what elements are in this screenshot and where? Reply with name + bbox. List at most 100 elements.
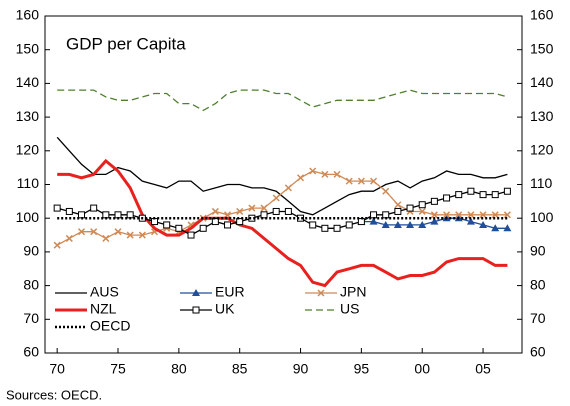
legend-label: JPN [340,284,366,300]
legend-label: US [340,301,359,317]
marker [491,224,500,232]
marker [236,218,244,226]
marker [455,211,463,219]
marker [138,231,146,239]
y-tick-label: 80 [23,276,39,292]
marker [503,224,512,232]
marker [321,224,329,232]
marker [187,231,195,239]
marker [260,204,268,212]
marker [479,191,487,199]
marker [317,289,325,297]
marker [272,207,280,215]
marker [211,218,219,226]
marker [151,218,159,226]
marker [102,211,110,219]
marker [126,211,134,219]
series-line [57,190,508,236]
marker [394,201,402,209]
marker [272,194,280,202]
series-line [56,136,508,216]
marker [284,184,292,192]
y2-tick-label: 60 [530,344,546,360]
series-line [57,158,508,288]
marker [406,204,414,212]
marker [53,241,61,249]
marker [224,221,232,229]
legend-label: OECD [90,318,130,334]
marker [443,194,451,202]
marker [236,207,244,215]
x-tick-label: 90 [293,361,309,377]
y2-tick-label: 150 [530,40,554,56]
marker [430,217,439,225]
y2-tick-label: 70 [530,310,546,326]
y-tick-label: 60 [23,344,39,360]
marker [382,187,390,195]
marker [333,224,341,232]
marker [199,224,207,232]
y-tick-label: 140 [16,74,40,90]
marker [357,177,365,185]
x-tick-label: 00 [414,361,430,377]
y-tick-label: 100 [16,209,40,225]
series-line [56,170,508,246]
y-tick-label: 160 [16,7,40,23]
marker [65,207,73,215]
y2-tick-label: 120 [530,142,554,158]
marker [394,207,402,215]
marker [430,197,438,205]
marker [467,187,475,195]
y-tick-label: 90 [23,243,39,259]
legend-label: EUR [215,284,245,300]
y-tick-label: 110 [17,175,40,191]
marker [333,170,341,178]
marker [53,204,61,212]
legend-label: NZL [90,301,117,317]
marker [260,211,268,219]
marker [77,228,86,236]
y2-tick-label: 90 [530,243,546,259]
x-tick-label: 70 [49,361,65,377]
marker [393,220,402,228]
marker [284,207,292,215]
plot-frame [44,15,523,354]
legend-label: AUS [90,284,119,300]
marker [114,211,122,219]
marker [357,218,365,226]
y2-tick-label: 130 [530,108,554,124]
y2-tick-label: 160 [530,7,554,23]
marker [90,204,98,212]
chart-title: GDP per Capita [66,34,186,53]
marker [114,228,122,236]
marker [102,234,110,242]
y2-tick-label: 100 [530,209,554,225]
marker [211,207,219,215]
marker [430,211,438,219]
marker [406,220,415,228]
marker [503,211,511,219]
source-note: Sources: OECD. [6,387,102,402]
marker [126,231,134,239]
marker [418,207,426,215]
legend-label: UK [215,301,235,317]
marker [418,220,427,228]
y-tick-label: 120 [16,142,40,158]
marker [491,191,499,199]
marker [466,217,475,225]
marker [345,221,353,229]
series-line [57,89,508,112]
marker [479,220,488,228]
marker [248,204,256,212]
marker [309,221,317,229]
marker [192,289,200,296]
x-tick-label: 80 [171,361,187,377]
marker [455,191,463,199]
marker [321,170,329,178]
y2-tick-label: 110 [530,175,553,191]
y-tick-label: 150 [16,40,40,56]
marker [381,220,390,228]
marker [163,221,171,229]
marker [297,174,305,182]
y2-tick-label: 140 [530,74,554,90]
